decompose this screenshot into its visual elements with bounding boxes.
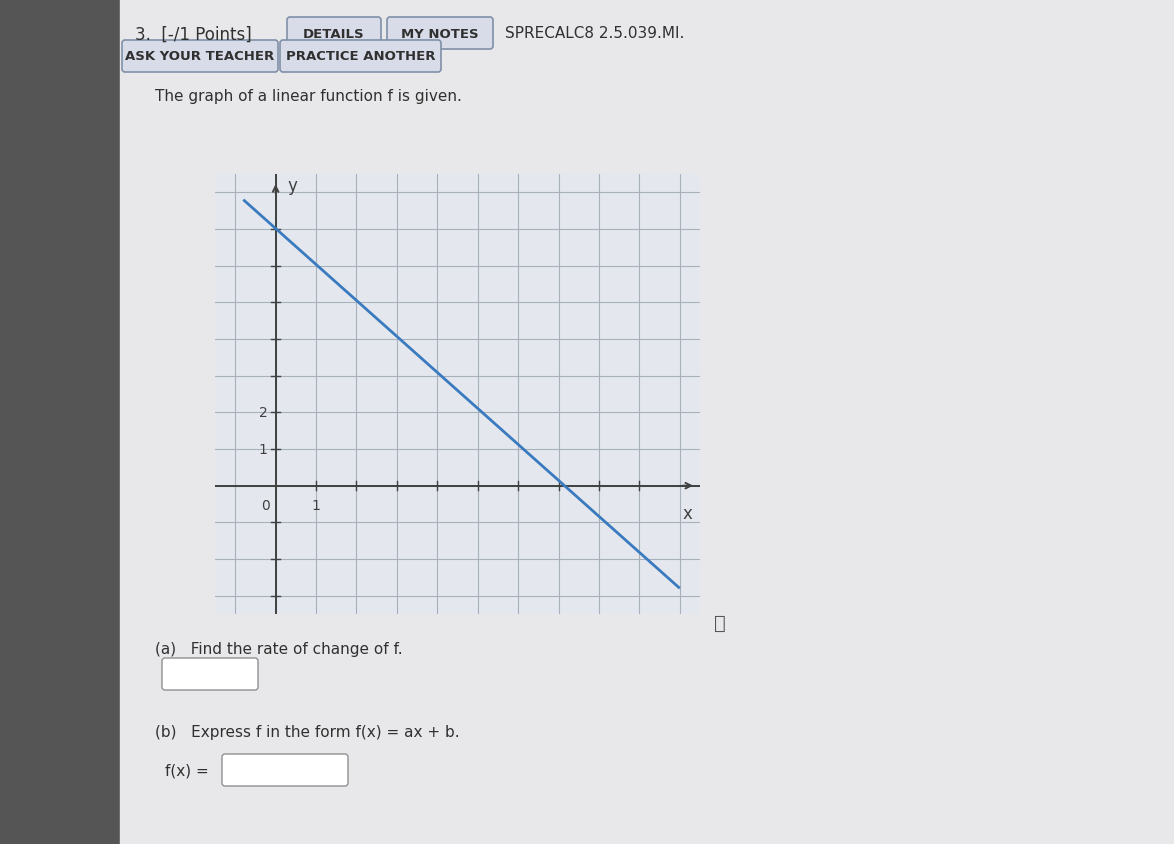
FancyBboxPatch shape bbox=[222, 754, 348, 786]
FancyBboxPatch shape bbox=[281, 41, 441, 73]
Text: 1: 1 bbox=[258, 442, 268, 457]
Text: ⓘ: ⓘ bbox=[714, 613, 726, 632]
Text: 0: 0 bbox=[261, 499, 270, 513]
FancyBboxPatch shape bbox=[122, 41, 278, 73]
Bar bbox=[120, 0, 1174, 844]
Text: ASK YOUR TEACHER: ASK YOUR TEACHER bbox=[126, 51, 275, 63]
Text: MY NOTES: MY NOTES bbox=[402, 28, 479, 41]
Text: f(x) =: f(x) = bbox=[166, 763, 209, 777]
FancyBboxPatch shape bbox=[387, 18, 493, 50]
Text: 2: 2 bbox=[258, 406, 268, 419]
FancyBboxPatch shape bbox=[162, 658, 258, 690]
Text: 3.  [-/1 Points]: 3. [-/1 Points] bbox=[135, 26, 251, 44]
Bar bbox=[0, 0, 120, 844]
Text: DETAILS: DETAILS bbox=[303, 28, 365, 41]
Text: 1: 1 bbox=[311, 499, 321, 513]
Text: The graph of a linear function f is given.: The graph of a linear function f is give… bbox=[155, 89, 461, 105]
Text: x: x bbox=[683, 505, 693, 522]
Text: SPRECALC8 2.5.039.MI.: SPRECALC8 2.5.039.MI. bbox=[505, 26, 684, 41]
Text: (a)   Find the rate of change of f.: (a) Find the rate of change of f. bbox=[155, 641, 403, 657]
Text: y: y bbox=[288, 176, 298, 195]
Text: (b)   Express f in the form f(x) = ax + b.: (b) Express f in the form f(x) = ax + b. bbox=[155, 725, 460, 739]
Text: PRACTICE ANOTHER: PRACTICE ANOTHER bbox=[285, 51, 436, 63]
FancyBboxPatch shape bbox=[286, 18, 382, 50]
